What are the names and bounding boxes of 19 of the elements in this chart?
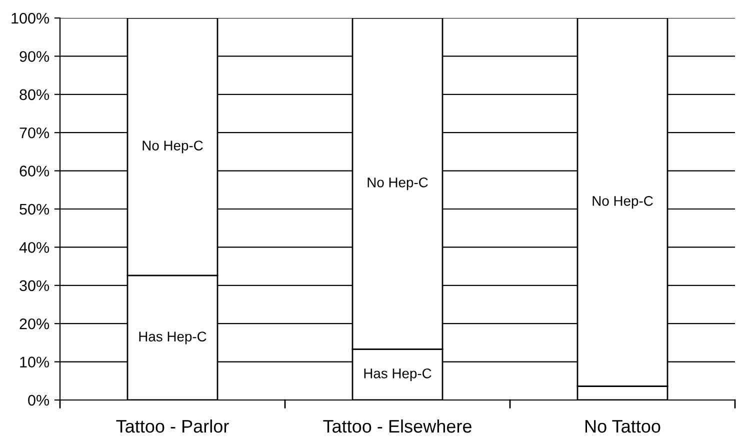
- x-tick-label: No Tattoo: [586, 420, 660, 433]
- y-tick-label: 80%: [20, 89, 50, 100]
- data-label: Has Hep-C: [139, 332, 206, 344]
- y-tick-label: 40%: [19, 242, 50, 253]
- y-tick-label: 60%: [20, 166, 50, 176]
- data-label: No Hep-C: [592, 196, 653, 209]
- y-tick-label: 90%: [20, 51, 50, 62]
- y-tick-label: 30%: [20, 280, 50, 292]
- y-tick-label: 0%: [28, 394, 50, 406]
- y-tick-label: 70%: [20, 127, 50, 138]
- data-label: No Hep-C: [368, 177, 428, 190]
- x-tick-label: Tattoo - Parlor: [116, 419, 229, 433]
- y-tick-label: 50%: [20, 204, 50, 215]
- data-label: Has Hep-C: [364, 368, 432, 382]
- y-tick-label: 20%: [20, 318, 50, 330]
- x-tick-label: Tattoo - Elsewhere: [323, 419, 472, 433]
- data-label: No Hep-C: [142, 140, 203, 154]
- y-tick-label: 100%: [12, 12, 50, 24]
- y-tick-label: 10%: [20, 356, 50, 368]
